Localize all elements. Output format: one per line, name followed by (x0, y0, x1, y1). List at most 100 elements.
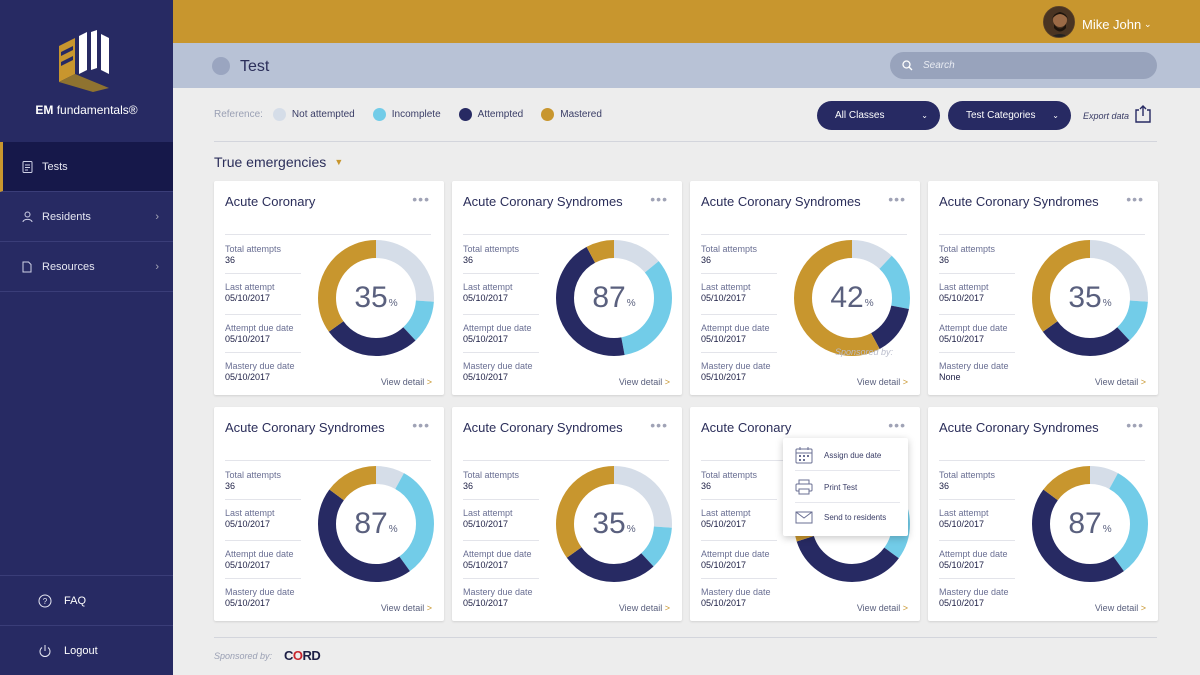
view-detail-link[interactable]: View detail > (619, 603, 670, 613)
card-divider (939, 460, 1145, 461)
chevron-right-icon: > (664, 377, 670, 387)
test-card[interactable]: Acute Coronary Syndromes ••• Total attem… (928, 181, 1158, 395)
brand-name: EM fundamentals® (0, 103, 173, 117)
more-options-icon[interactable]: ••• (888, 417, 906, 433)
help-icon: ? (38, 594, 52, 608)
stat-value: 36 (701, 481, 712, 491)
percent-number: 87 (354, 507, 388, 540)
progress-donut (318, 466, 434, 582)
stat-divider (939, 314, 1015, 315)
sidebar-nav: Tests Residents › Resources › (0, 142, 173, 292)
search-input[interactable]: Search (890, 52, 1157, 79)
stat-mastery-due: Mastery due date 05/10/2017 (939, 587, 1015, 608)
stat-divider (939, 540, 1015, 541)
menu-divider (795, 502, 900, 503)
card-title: Acute Coronary Syndromes (939, 194, 1099, 209)
progress-donut (794, 240, 910, 356)
export-data-link[interactable]: Export data (1083, 111, 1130, 121)
test-card[interactable]: Acute Coronary Syndromes ••• Total attem… (452, 407, 682, 621)
stat-value: 05/10/2017 (939, 598, 985, 608)
test-card[interactable]: Acute Coronary Syndromes ••• Total attem… (214, 407, 444, 621)
stat-total-attempts: Total attempts 36 (701, 244, 777, 265)
view-detail-link[interactable]: View detail > (1095, 603, 1146, 613)
test-categories-dropdown[interactable]: Test Categories ⌄ (948, 101, 1071, 130)
stat-total-attempts: Total attempts 36 (701, 470, 777, 491)
stat-divider (701, 314, 777, 315)
view-detail-link[interactable]: View detail > (1095, 377, 1146, 387)
more-options-icon[interactable]: ••• (888, 191, 906, 207)
percent-sign: % (388, 297, 398, 309)
card-title: Acute Coronary Syndromes (463, 194, 623, 209)
stat-mastery-due: Mastery due date None (939, 361, 1015, 382)
sidebar-item-label: Logout (64, 644, 98, 657)
test-card[interactable]: Acute Coronary Syndromes ••• Total attem… (452, 181, 682, 395)
stat-label: Last attempt (463, 282, 513, 292)
sidebar-item-tests[interactable]: Tests (0, 142, 173, 192)
export-icon[interactable] (1134, 104, 1152, 129)
percent-number: 35 (354, 281, 388, 314)
stat-value: 05/10/2017 (939, 334, 985, 344)
stat-value: 36 (463, 255, 474, 265)
test-card[interactable]: Acute Coronary ••• Total attempts 36 Last… (214, 181, 444, 395)
menu-item-send-to-residents[interactable]: Send to residents (795, 511, 886, 524)
sidebar-item-resources[interactable]: Resources › (0, 242, 173, 292)
percent-value: 87% (317, 465, 435, 583)
test-card[interactable]: Acute Coronary Syndromes ••• Total attem… (690, 181, 920, 395)
donut-segment-mastered (794, 240, 910, 356)
more-options-icon[interactable]: ••• (650, 417, 668, 433)
donut-segment-attempted (318, 466, 434, 582)
legend-label: Mastered (560, 109, 602, 120)
menu-item-print-test[interactable]: Print Test (795, 479, 857, 495)
sidebar-item-faq[interactable]: ? FAQ (0, 575, 173, 625)
all-classes-dropdown[interactable]: All Classes ⌄ (817, 101, 940, 130)
chevron-right-icon: > (426, 603, 432, 613)
percent-value: 42% (793, 239, 911, 357)
sidebar-item-residents[interactable]: Residents › (0, 192, 173, 242)
sidebar-item-logout[interactable]: Logout (0, 625, 173, 675)
user-name[interactable]: Mike John (1082, 17, 1142, 32)
more-options-icon[interactable]: ••• (650, 191, 668, 207)
legend-item-mastered: Mastered (541, 108, 602, 121)
donut-segment-mastered (556, 240, 672, 356)
sidebar-item-label: Residents (42, 210, 91, 223)
progress-donut (1032, 466, 1148, 582)
more-options-icon[interactable]: ••• (1126, 191, 1144, 207)
percent-sign: % (388, 523, 398, 535)
stat-label: Mastery due date (463, 587, 533, 597)
view-detail-link[interactable]: View detail > (857, 377, 908, 387)
stat-divider (939, 273, 1015, 274)
stat-mastery-due: Mastery due date 05/10/2017 (701, 361, 777, 382)
stat-mastery-due: Mastery due date 05/10/2017 (701, 587, 777, 608)
stat-label: Last attempt (225, 282, 275, 292)
stat-label: Mastery due date (701, 361, 771, 371)
view-detail-link[interactable]: View detail > (857, 603, 908, 613)
donut-segment-attempted (1032, 240, 1148, 356)
stat-mastery-due: Mastery due date 05/10/2017 (225, 587, 301, 608)
view-detail-link[interactable]: View detail > (381, 603, 432, 613)
chevron-down-icon[interactable]: ⌄ (1144, 19, 1152, 29)
menu-item-assign-due-date[interactable]: Assign due date (795, 447, 881, 464)
legend-dot (272, 108, 286, 121)
more-options-icon[interactable]: ••• (1126, 417, 1144, 433)
avatar[interactable] (1043, 6, 1075, 38)
progress-donut (556, 240, 672, 356)
section-header[interactable]: True emergencies ▼ (214, 154, 343, 170)
stat-label: Mastery due date (939, 587, 1009, 597)
stat-value: 36 (939, 481, 950, 491)
donut-segment-mastered (1032, 240, 1148, 356)
stat-value: 05/10/2017 (939, 293, 985, 303)
view-detail-link[interactable]: View detail > (381, 377, 432, 387)
more-options-icon[interactable]: ••• (412, 191, 430, 207)
stat-label: Mastery due date (463, 361, 533, 371)
test-card[interactable]: Acute Coronary Syndromes ••• Total attem… (928, 407, 1158, 621)
card-title: Acute Coronary Syndromes (701, 194, 861, 209)
stat-last-attempt: Last attempt 05/10/2017 (463, 282, 539, 303)
document-icon (20, 260, 34, 274)
stat-label: Total attempts (939, 470, 996, 480)
stat-value: 05/10/2017 (701, 372, 747, 382)
power-icon (38, 644, 52, 658)
more-options-icon[interactable]: ••• (412, 417, 430, 433)
view-detail-link[interactable]: View detail > (619, 377, 670, 387)
card-title: Acute Coronary Syndromes (463, 420, 623, 435)
percent-number: 87 (592, 281, 626, 314)
